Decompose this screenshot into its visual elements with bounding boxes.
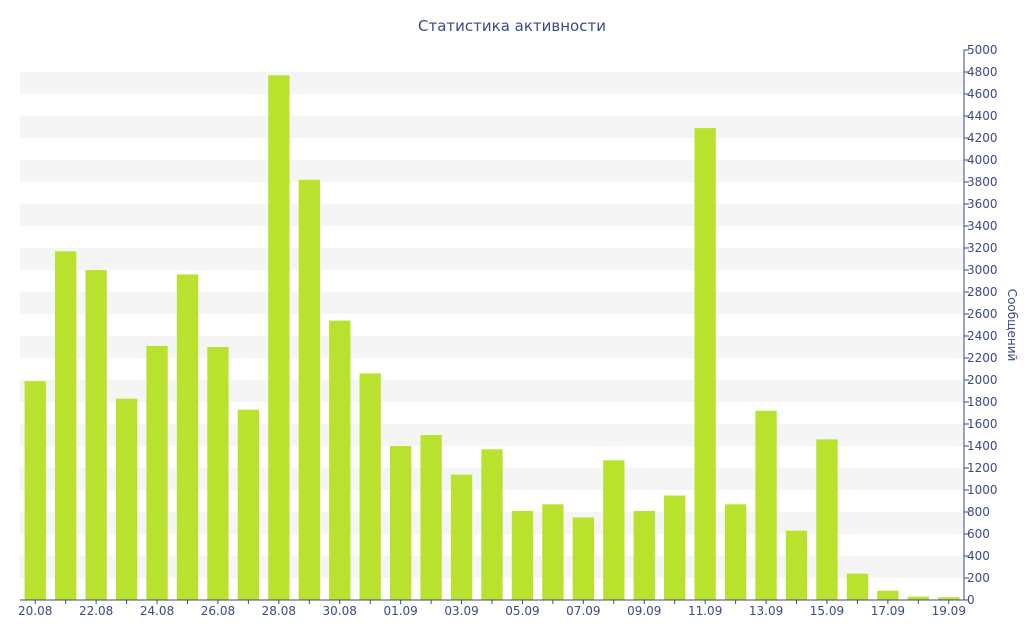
y-tick-label: 1200 <box>967 461 998 475</box>
y-tick-label: 1800 <box>967 395 998 409</box>
x-tick-label: 20.08 <box>18 604 52 618</box>
bar-31.08 <box>359 373 381 600</box>
bars <box>24 75 960 601</box>
y-tick-label: 1000 <box>967 483 998 497</box>
bar-30.08 <box>329 320 351 600</box>
x-tick-label: 01.09 <box>383 604 417 618</box>
y-tick-label: 3400 <box>967 219 998 233</box>
y-tick-label: 2800 <box>967 285 998 299</box>
y-tick-label: 0 <box>967 593 975 607</box>
bar-17.09 <box>877 590 899 600</box>
grid-band <box>20 204 964 226</box>
bar-03.09 <box>450 474 473 600</box>
bar-15.09 <box>816 439 838 600</box>
bar-14.09 <box>785 530 808 600</box>
y-tick-label: 4400 <box>967 109 998 123</box>
y-tick-label: 3600 <box>967 197 998 211</box>
x-tick-label: 19.09 <box>932 604 966 618</box>
y-tick-label: 4600 <box>967 87 998 101</box>
bar-02.09 <box>420 435 442 600</box>
x-axis: 20.08 22.08 24.08 26.08 28.08 30.08 01.09 03.09… <box>18 599 966 618</box>
grid-band <box>20 160 964 182</box>
y-tick-label: 3000 <box>967 263 998 277</box>
grid-band <box>20 292 964 314</box>
y-axis: 0 200 400 600 800 1000 1200 1400 1600 1800 2000 220… <box>963 43 998 607</box>
y-axis-title: Сообщений <box>1005 289 1019 362</box>
x-tick-label: 03.09 <box>444 604 478 618</box>
bar-20.08 <box>24 381 46 600</box>
bar-16.09 <box>846 573 869 600</box>
x-tick-label: 09.09 <box>627 604 661 618</box>
bar-25.08 <box>176 274 199 600</box>
y-tick-label: 2200 <box>967 351 998 365</box>
x-tick-label: 07.09 <box>566 604 600 618</box>
y-tick-label: 600 <box>967 527 990 541</box>
x-tick-label: 15.09 <box>810 604 844 618</box>
bar-01.09 <box>389 446 412 600</box>
y-tick-label: 4000 <box>967 153 998 167</box>
grid-band <box>20 336 964 358</box>
bar-13.09 <box>755 410 777 600</box>
grid-band <box>20 380 964 402</box>
x-tick-label: 28.08 <box>262 604 296 618</box>
bar-08.09 <box>603 460 625 600</box>
y-tick-label: 2600 <box>967 307 998 321</box>
y-tick-label: 3200 <box>967 241 998 255</box>
y-tick-label: 5000 <box>967 43 998 57</box>
grid-bands <box>20 72 964 578</box>
bar-29.08 <box>298 179 320 601</box>
y-tick-label: 400 <box>967 549 990 563</box>
bar-22.08 <box>85 270 107 600</box>
x-tick-label: 30.08 <box>323 604 357 618</box>
bar-23.08 <box>115 398 138 600</box>
y-tick-label: 800 <box>967 505 990 519</box>
bar-24.08 <box>146 345 168 600</box>
y-tick-label: 4200 <box>967 131 998 145</box>
bar-06.09 <box>542 504 564 600</box>
y-tick-label: 1400 <box>967 439 998 453</box>
x-tick-label: 22.08 <box>79 604 113 618</box>
bar-11.09 <box>694 128 716 600</box>
x-tick-label: 05.09 <box>505 604 539 618</box>
x-tick-label: 13.09 <box>749 604 783 618</box>
grid-band <box>20 72 964 94</box>
bar-28.08 <box>268 75 290 601</box>
bar-09.09 <box>633 510 655 600</box>
y-tick-label: 200 <box>967 571 990 585</box>
bar-04.09 <box>481 449 503 600</box>
bar-26.08 <box>207 347 229 600</box>
bar-21.08 <box>55 251 77 601</box>
grid-band <box>20 248 964 270</box>
x-tick-label: 24.08 <box>140 604 174 618</box>
y-tick-label: 3800 <box>967 175 998 189</box>
bar-12.09 <box>724 504 747 600</box>
y-tick-label: 2000 <box>967 373 998 387</box>
bar-07.09 <box>572 517 595 600</box>
bar-19.09 <box>938 597 960 600</box>
x-tick-label: 26.08 <box>201 604 235 618</box>
bar-27.08 <box>237 409 260 600</box>
y-tick-label: 1600 <box>967 417 998 431</box>
bar-10.09 <box>664 495 686 600</box>
bar-05.09 <box>511 510 534 600</box>
x-tick-label: 11.09 <box>688 604 722 618</box>
grid-band <box>20 116 964 138</box>
y-tick-label: 2400 <box>967 329 998 343</box>
chart-title: Статистика активности <box>418 17 606 35</box>
y-tick-label: 4800 <box>967 65 998 79</box>
bar-18.09 <box>907 596 929 600</box>
x-tick-label: 17.09 <box>871 604 905 618</box>
